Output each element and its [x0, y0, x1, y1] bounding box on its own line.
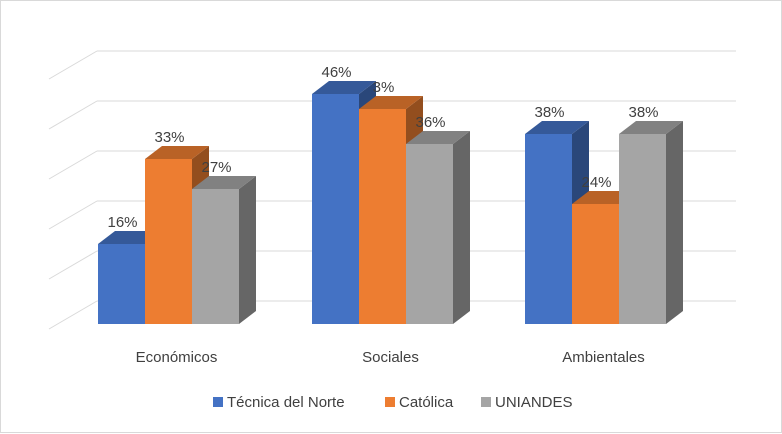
- bar-top: [312, 81, 376, 94]
- category-label: Ambientales: [562, 349, 645, 366]
- data-label: 16%: [107, 214, 137, 231]
- gridline-side: [48, 300, 98, 330]
- data-labels: 16% 33% 27% 46% 3% 36% 38% 24% 38%: [107, 64, 658, 231]
- gridline-side: [48, 50, 98, 80]
- data-label: 33%: [154, 129, 184, 146]
- legend-item: UNIANDES: [481, 394, 573, 411]
- gridline-side: [48, 100, 98, 130]
- bar-2-2: [619, 121, 683, 324]
- legend-item: Técnica del Norte: [213, 394, 345, 411]
- bar-side: [666, 121, 683, 324]
- legend-swatch: [481, 397, 491, 407]
- category-label: Sociales: [362, 349, 419, 366]
- bar-front: [619, 134, 666, 324]
- bar-top: [192, 176, 256, 189]
- bar-top: [406, 131, 470, 144]
- bar-front: [145, 159, 192, 324]
- bar-top: [359, 96, 423, 109]
- bar-top: [619, 121, 683, 134]
- bars: [98, 81, 683, 324]
- category-labels: Económicos Sociales Ambientales: [136, 349, 645, 366]
- legend-label: Técnica del Norte: [227, 394, 345, 411]
- gridline-side: [48, 200, 98, 230]
- bar-1-0: [145, 146, 209, 324]
- legend-label: UNIANDES: [495, 394, 573, 411]
- legend-swatch: [213, 397, 223, 407]
- data-label: 46%: [321, 64, 351, 81]
- bar-front: [312, 94, 359, 324]
- bar-front: [192, 189, 239, 324]
- bar-2-1: [406, 131, 470, 324]
- legend-label: Católica: [399, 394, 454, 411]
- data-label: 27%: [201, 159, 231, 176]
- bar-front: [572, 204, 619, 324]
- gridline-side: [48, 150, 98, 180]
- bar-2-0: [192, 176, 256, 324]
- category-label: Económicos: [136, 349, 218, 366]
- data-label: 24%: [581, 174, 611, 191]
- bar-top: [145, 146, 209, 159]
- data-label: 3%: [373, 79, 395, 96]
- bar-side: [239, 176, 256, 324]
- data-label: 38%: [534, 104, 564, 121]
- data-label: 38%: [628, 104, 658, 121]
- bar-front: [359, 109, 406, 324]
- bar-side: [453, 131, 470, 324]
- bar-front: [406, 144, 453, 324]
- legend-swatch: [385, 397, 395, 407]
- legend-item: Católica: [385, 394, 454, 411]
- bar-front: [98, 244, 145, 324]
- bar-front: [525, 134, 572, 324]
- legend: Técnica del Norte Católica UNIANDES: [213, 394, 573, 411]
- bar-top: [525, 121, 589, 134]
- gridline-side: [48, 250, 98, 280]
- data-label: 36%: [415, 114, 445, 131]
